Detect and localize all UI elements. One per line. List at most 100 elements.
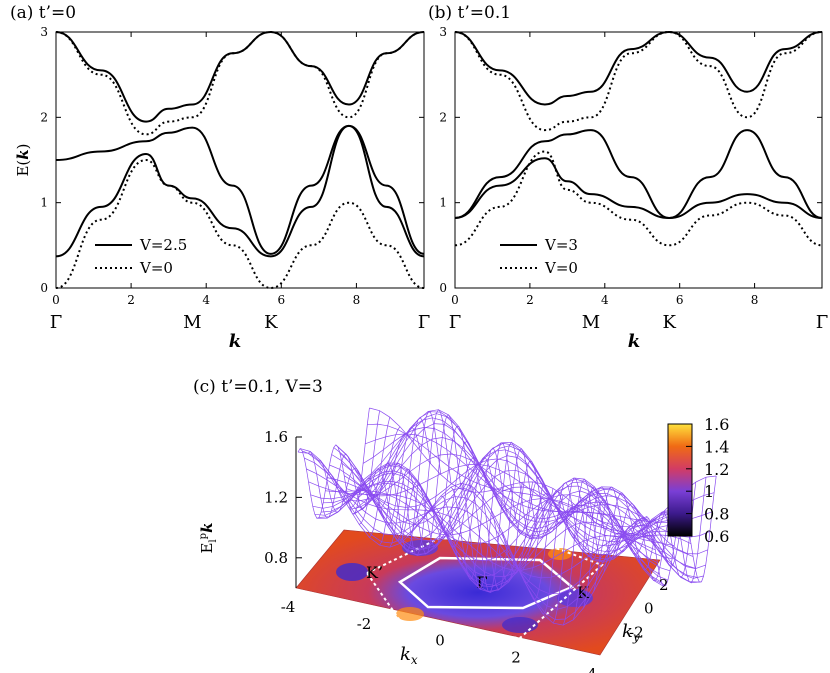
legend-label-dotted: V=0 bbox=[544, 259, 578, 277]
panel-b-x-ticks: 0 2 4 6 8 bbox=[451, 32, 758, 307]
x-tick-label: 6 bbox=[676, 293, 684, 307]
z-tick-label: 1.6 bbox=[264, 428, 288, 446]
mesh-line bbox=[471, 441, 544, 593]
z-axis-label: Elpk bbox=[198, 523, 219, 554]
legend-label-solid: V=3 bbox=[544, 236, 578, 254]
mesh-line bbox=[367, 423, 715, 528]
series-line bbox=[55, 124, 425, 258]
series-line bbox=[55, 30, 425, 123]
mesh-line bbox=[583, 499, 656, 608]
mesh-line bbox=[624, 482, 697, 579]
series-line bbox=[454, 157, 823, 220]
x-tick-label: 6 bbox=[277, 293, 285, 307]
series-line bbox=[454, 129, 823, 220]
x-tick-label: 8 bbox=[751, 293, 759, 307]
panel-b-x-label: k bbox=[628, 331, 640, 352]
symmetry-point-label: Γ bbox=[418, 312, 431, 333]
panel-c: (c) t’=0.1, V=3 Γ K K’ 0.81.21.6 Elpk -4… bbox=[193, 377, 729, 673]
mesh-line bbox=[338, 433, 411, 508]
k-prime-label: K’ bbox=[366, 563, 383, 582]
mesh-line bbox=[379, 409, 452, 556]
y-tick-label: 2 bbox=[439, 110, 447, 124]
z-ticks: 0.8 1.2 1.6 bbox=[264, 428, 302, 567]
kx-tick-label: 2 bbox=[511, 648, 521, 666]
y-tick-label: 2 bbox=[40, 110, 48, 124]
series-line bbox=[55, 158, 425, 290]
series-line bbox=[454, 30, 823, 132]
legend-label-dotted: V=0 bbox=[139, 259, 173, 277]
symmetry-point-label: Γ bbox=[50, 312, 63, 333]
ky-ticks: -202 bbox=[629, 576, 669, 642]
heatmap-plane bbox=[295, 529, 661, 656]
y-tick-label: 0 bbox=[439, 281, 447, 295]
panel-a-title: (a) t’=0 bbox=[10, 3, 76, 23]
heatmap-spot bbox=[557, 589, 593, 607]
symmetry-point-label: K bbox=[662, 312, 676, 333]
kx-tick-label: 4 bbox=[587, 665, 597, 673]
mesh-line bbox=[460, 442, 533, 590]
kx-tick-label: 0 bbox=[435, 632, 445, 650]
mesh-line bbox=[318, 417, 391, 513]
panel-a-y-label: E(k) bbox=[14, 143, 32, 176]
y-tick-label: 1 bbox=[40, 196, 48, 210]
symmetry-point-label: M bbox=[183, 312, 201, 333]
mesh-line bbox=[369, 411, 442, 552]
symmetry-point-label: Γ bbox=[816, 312, 829, 333]
colorbar-tick-label: 1.4 bbox=[704, 437, 729, 456]
mesh-line bbox=[562, 478, 635, 626]
mesh-line bbox=[573, 486, 646, 620]
heatmap-spot bbox=[396, 607, 424, 621]
ky-tick-label: -2 bbox=[629, 623, 644, 641]
panel-b: (b) t’=0.1 0 1 2 3 0 2 4 6 8 Γ M K Γ k V=3 V=0 bbox=[428, 3, 828, 352]
mesh-line bbox=[328, 426, 401, 504]
panel-a: (a) t’=0 0 1 2 3 0 2 4 6 8 Γ M K Γ E(k) k V=2.5 V=… bbox=[10, 3, 430, 352]
mesh-line bbox=[542, 482, 615, 615]
z-tick-label: 1.2 bbox=[264, 488, 288, 506]
mesh-line bbox=[399, 425, 472, 548]
kx-tick-label: -2 bbox=[357, 615, 372, 633]
kx-label: kx bbox=[400, 644, 418, 667]
ky-tick-label: 0 bbox=[644, 600, 654, 618]
colorbar bbox=[667, 423, 693, 537]
mesh-line bbox=[532, 491, 605, 601]
colorbar-tick-label: 0.6 bbox=[704, 527, 729, 546]
mesh-line bbox=[389, 414, 462, 555]
y-tick-label: 0 bbox=[40, 281, 48, 295]
panel-b-title: (b) t’=0.1 bbox=[428, 3, 511, 23]
y-tick-label: 3 bbox=[439, 25, 447, 39]
z-tick-label: 0.8 bbox=[264, 549, 288, 567]
symmetry-point-label: M bbox=[582, 312, 600, 333]
mesh-line bbox=[440, 456, 513, 565]
x-tick-label: 2 bbox=[127, 293, 135, 307]
y-tick-label: 3 bbox=[40, 25, 48, 39]
x-tick-label: 4 bbox=[202, 293, 210, 307]
mesh-line bbox=[491, 460, 564, 583]
ky-tick-label: 2 bbox=[659, 576, 669, 594]
mesh-line bbox=[481, 448, 554, 591]
y-tick-label: 1 bbox=[439, 196, 447, 210]
mesh-line bbox=[359, 416, 431, 541]
kx-ticks: -4 -2 0 2 4 bbox=[281, 598, 597, 673]
mesh-line bbox=[522, 497, 595, 584]
colorbar-tick-label: 1.2 bbox=[704, 460, 729, 479]
legend-label-solid: V=2.5 bbox=[139, 236, 187, 254]
x-tick-label: 0 bbox=[52, 293, 60, 307]
colorbar-tick-label: 1.6 bbox=[704, 415, 729, 434]
mesh-line bbox=[603, 499, 676, 573]
mesh-line bbox=[593, 509, 666, 592]
panel-a-x-label: k bbox=[229, 331, 241, 352]
symmetry-point-label: Γ bbox=[449, 312, 462, 333]
panel-a-series bbox=[55, 30, 425, 290]
surface-mesh bbox=[297, 407, 717, 626]
colorbar-tick-label: 1 bbox=[704, 482, 714, 501]
symmetry-point-label: K bbox=[264, 312, 278, 333]
kx-tick-label: -4 bbox=[281, 598, 296, 616]
x-tick-label: 2 bbox=[526, 293, 534, 307]
panel-b-frame bbox=[454, 31, 823, 289]
mesh-line bbox=[409, 440, 482, 539]
series-line bbox=[454, 30, 823, 106]
panel-a-legend: V=2.5 V=0 bbox=[95, 236, 187, 277]
colorbar-tick-label: 0.8 bbox=[704, 505, 729, 524]
